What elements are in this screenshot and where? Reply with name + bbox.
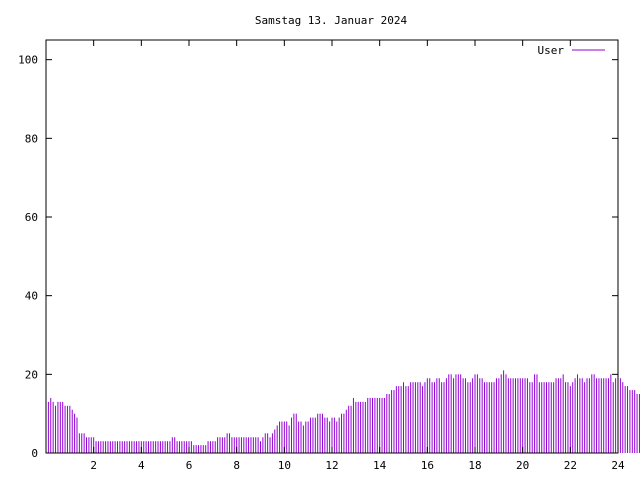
x-tick-label: 12 bbox=[325, 459, 338, 472]
x-tick-label: 18 bbox=[468, 459, 481, 472]
bars-layer bbox=[45, 370, 640, 453]
x-tick-label: 4 bbox=[138, 459, 145, 472]
x-tick-label: 6 bbox=[186, 459, 193, 472]
legend: User bbox=[538, 44, 605, 57]
y-tick-label: 20 bbox=[25, 368, 38, 381]
x-axis: 2 4 6 8 10 12 14 16 18 20 22 24 bbox=[90, 40, 625, 472]
x-tick-label: 8 bbox=[233, 459, 240, 472]
x-tick-label: 22 bbox=[564, 459, 577, 472]
x-tick-label: 16 bbox=[421, 459, 434, 472]
y-axis: 0 20 40 60 80 100 bbox=[18, 54, 618, 460]
legend-label: User bbox=[538, 44, 565, 57]
y-tick-label: 100 bbox=[18, 54, 38, 67]
x-tick-label: 10 bbox=[278, 459, 291, 472]
y-tick-label: 40 bbox=[25, 290, 38, 303]
x-tick-label: 14 bbox=[373, 459, 387, 472]
y-tick-label: 80 bbox=[25, 132, 38, 145]
x-tick-label: 2 bbox=[90, 459, 97, 472]
chart-title: Samstag 13. Januar 2024 bbox=[255, 14, 408, 27]
x-tick-label: 20 bbox=[516, 459, 529, 472]
y-tick-label: 60 bbox=[25, 211, 38, 224]
y-tick-label: 0 bbox=[31, 447, 38, 460]
x-tick-label: 24 bbox=[611, 459, 625, 472]
